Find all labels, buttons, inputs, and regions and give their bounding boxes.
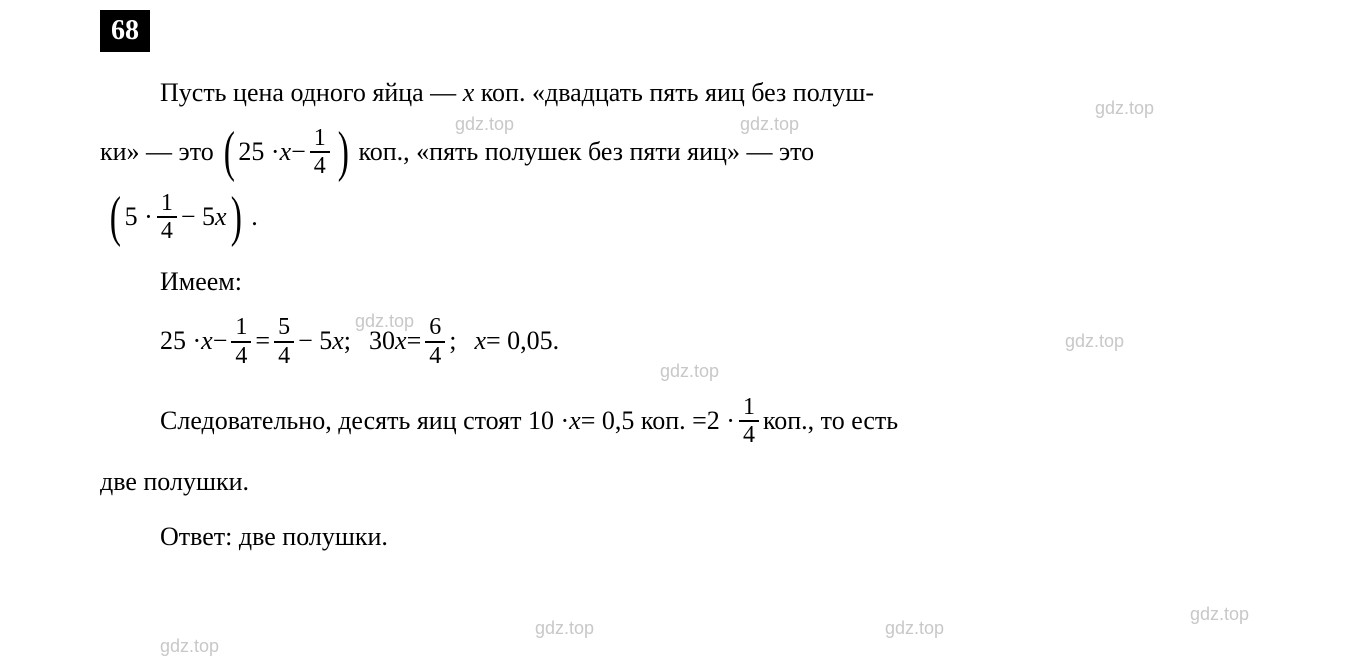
op: − 5 [181,194,215,241]
denominator: 4 [157,218,177,244]
eq: = [255,318,270,365]
variable-x: x [201,318,213,365]
text: ки» — это [100,129,214,176]
fraction: 6 4 [425,314,445,369]
op: − [291,129,306,176]
text-line-6: Следовательно, десять яиц стоят 10 · x =… [160,394,1301,449]
lhs: 25 · [160,318,201,365]
left-paren: ( [223,130,234,175]
numerator: 1 [157,190,177,218]
denominator: 4 [425,343,445,369]
watermark: gdz.top [1190,598,1249,630]
denominator: 4 [231,343,251,369]
fraction: 5 4 [274,314,294,369]
watermark: gdz.top [885,612,944,644]
numerator: 1 [739,394,759,422]
problem-number: 68 [100,10,150,52]
watermark: gdz.top [160,630,219,662]
equation-2: 30x = 6 4 ; [369,314,456,369]
expr: 25 · [238,129,279,176]
equation-1: 25 · x − 1 4 = 5 4 − 5x; [160,314,351,369]
semi: ; [344,318,351,365]
text-line-1: Пусть цена одного яйца — x коп. «двадцат… [160,70,1301,117]
paren-expression-1: ( 25 · x − 1 4 ) [220,125,353,180]
right-paren: ) [230,195,241,240]
variable-x: x [332,318,344,365]
text: коп. «двадцать пять яиц без полуш- [474,78,874,107]
tail: − 5 [298,318,332,365]
text: коп., «пять полушек без пяти яиц» — это [358,129,814,176]
text-line-2: ки» — это ( 25 · x − 1 4 ) коп., «пять п… [100,125,1301,180]
fraction: 1 4 [739,394,759,449]
numerator: 6 [425,314,445,342]
lhs: 30 [369,318,395,365]
eq: = 0,05. [486,318,559,365]
text-line-3: ( 5 · 1 4 − 5x ) . [100,190,1301,245]
answer-line: Ответ: две полушки. [160,514,1301,561]
text-line-4: Имеем: [160,259,1301,306]
semi: ; [449,318,456,365]
text: Пусть цена одного яйца — [160,78,463,107]
equation-3: x = 0,05. [474,318,559,365]
equation-line: 25 · x − 1 4 = 5 4 − 5x; 30x = 6 4 ; x =… [160,314,1301,369]
variable-x: x [474,318,486,365]
text: = 0,5 коп. = [581,398,707,445]
fraction: 1 4 [310,125,330,180]
numerator: 1 [310,125,330,153]
variable-x: x [463,78,475,107]
period: . [251,194,258,241]
variable-x: x [215,194,227,241]
eq: = [407,318,422,365]
fraction: 1 4 [157,190,177,245]
op: − [213,318,228,365]
watermark: gdz.top [535,612,594,644]
variable-x: x [395,318,407,365]
denominator: 4 [310,153,330,179]
text: коп., то есть [763,398,898,445]
numerator: 1 [231,314,251,342]
solution-content: gdz.top gdz.top gdz.top gdz.top gdz.top … [100,70,1301,560]
denominator: 4 [274,343,294,369]
variable-x: x [280,129,292,176]
expr: 5 · [125,194,153,241]
denominator: 4 [739,422,759,448]
whole: 2 · [707,398,735,445]
right-paren: ) [338,130,349,175]
fraction: 1 4 [231,314,251,369]
numerator: 5 [274,314,294,342]
text: Следовательно, десять яиц стоят 10 · [160,398,569,445]
text-line-7: две полушки. [100,459,1301,506]
paren-expression-2: ( 5 · 1 4 − 5x ) [106,190,245,245]
variable-x: x [569,398,581,445]
left-paren: ( [110,195,121,240]
